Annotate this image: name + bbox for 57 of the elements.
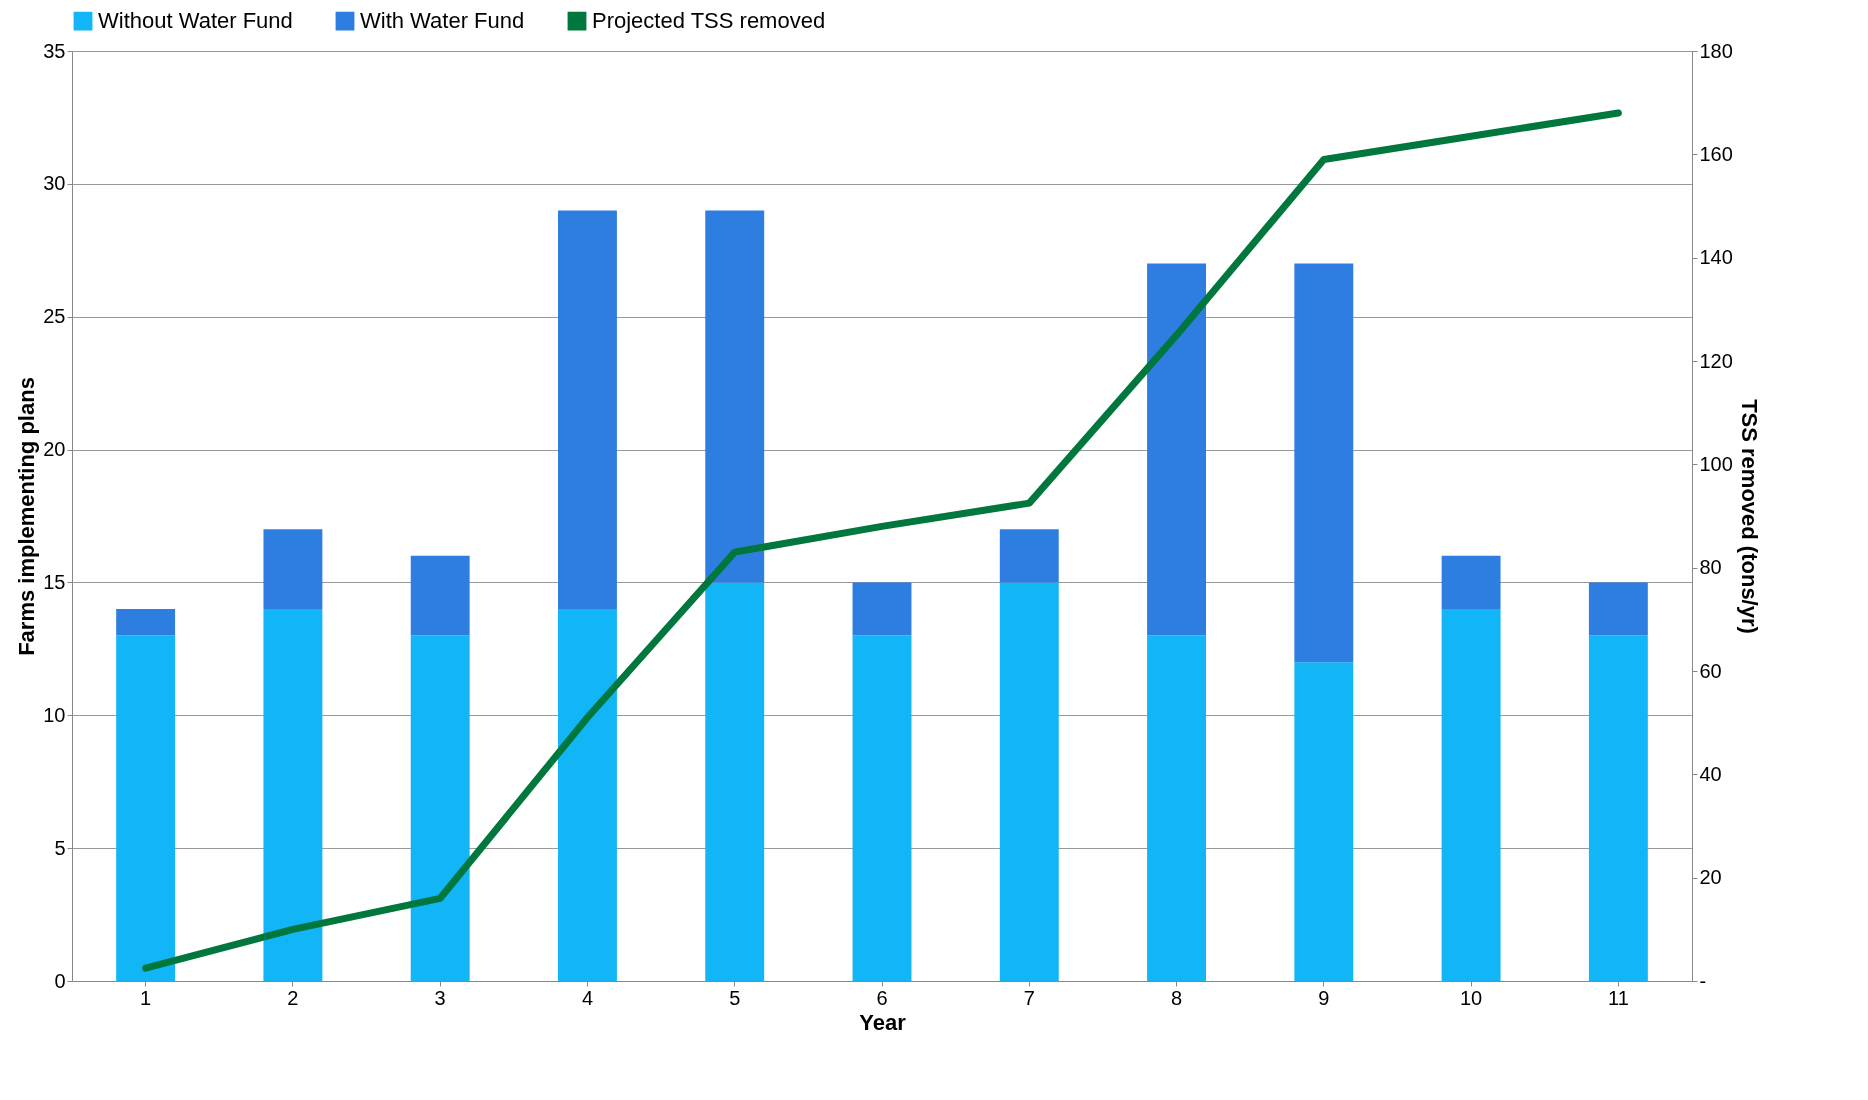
x-tick-label: 11 bbox=[1607, 986, 1629, 1009]
x-tick-label: 5 bbox=[729, 986, 741, 1009]
x-tick-label: 1 bbox=[140, 986, 152, 1009]
y2-tick-label: 20 bbox=[1699, 866, 1722, 889]
bar bbox=[1294, 662, 1354, 981]
bar bbox=[1441, 609, 1501, 981]
x-tick-label: 6 bbox=[876, 986, 888, 1009]
y2-tick-label: 100 bbox=[1699, 452, 1733, 475]
y-axis-title: Farms implementing plans bbox=[14, 377, 40, 656]
y-tick-label: 35 bbox=[43, 39, 66, 62]
x-tick-label: 2 bbox=[287, 986, 299, 1009]
bar bbox=[558, 609, 617, 981]
legend-label: Without Water Fund bbox=[98, 8, 293, 34]
y-tick-label: 5 bbox=[54, 836, 66, 859]
bar bbox=[410, 635, 470, 981]
y-tick-label: 25 bbox=[43, 305, 66, 328]
bar bbox=[1441, 555, 1501, 609]
bar bbox=[558, 210, 617, 609]
y2-tick-label: 60 bbox=[1699, 659, 1722, 682]
y2-tick-label: 80 bbox=[1699, 556, 1722, 579]
x-tick-label: 8 bbox=[1170, 986, 1183, 1009]
y2-tick-label: 120 bbox=[1699, 349, 1733, 372]
bar bbox=[263, 529, 323, 609]
y2-axis-title: TSS removed (tons/yr) bbox=[1736, 399, 1762, 634]
x-tick-label: 3 bbox=[434, 986, 446, 1009]
y2-tick-label: 160 bbox=[1699, 142, 1733, 165]
x-tick-label: 9 bbox=[1318, 986, 1330, 1009]
x-tick-label: 10 bbox=[1459, 986, 1483, 1009]
y-tick-label: 30 bbox=[43, 172, 66, 195]
bar bbox=[263, 609, 323, 981]
y2-tick-label: 140 bbox=[1699, 246, 1733, 269]
x-tick-label: 4 bbox=[581, 986, 594, 1009]
y-tick-label: 0 bbox=[54, 969, 66, 992]
bar bbox=[1294, 263, 1354, 663]
bar bbox=[116, 635, 176, 981]
bar bbox=[410, 555, 470, 636]
bar bbox=[705, 210, 765, 583]
bar bbox=[852, 635, 912, 981]
y2-tick-label: 180 bbox=[1699, 39, 1733, 62]
y-tick-label: 20 bbox=[43, 438, 66, 461]
y-tick-label: 10 bbox=[43, 703, 66, 726]
bar bbox=[116, 609, 176, 636]
bar bbox=[1588, 582, 1648, 636]
y2-tick-label: - bbox=[1699, 969, 1707, 992]
y-tick-label: 15 bbox=[43, 570, 66, 593]
bar bbox=[1588, 635, 1648, 981]
legend-label: Projected TSS removed bbox=[592, 8, 826, 34]
legend-label: With Water Fund bbox=[360, 8, 525, 34]
bar bbox=[1147, 263, 1206, 636]
bar bbox=[999, 582, 1059, 981]
bar bbox=[1147, 635, 1206, 981]
x-axis-title: Year bbox=[859, 1009, 907, 1035]
bar bbox=[999, 529, 1059, 583]
bar bbox=[852, 582, 912, 636]
y2-tick-label: 40 bbox=[1699, 762, 1722, 785]
bar bbox=[705, 582, 765, 981]
x-tick-label: 7 bbox=[1023, 986, 1035, 1009]
